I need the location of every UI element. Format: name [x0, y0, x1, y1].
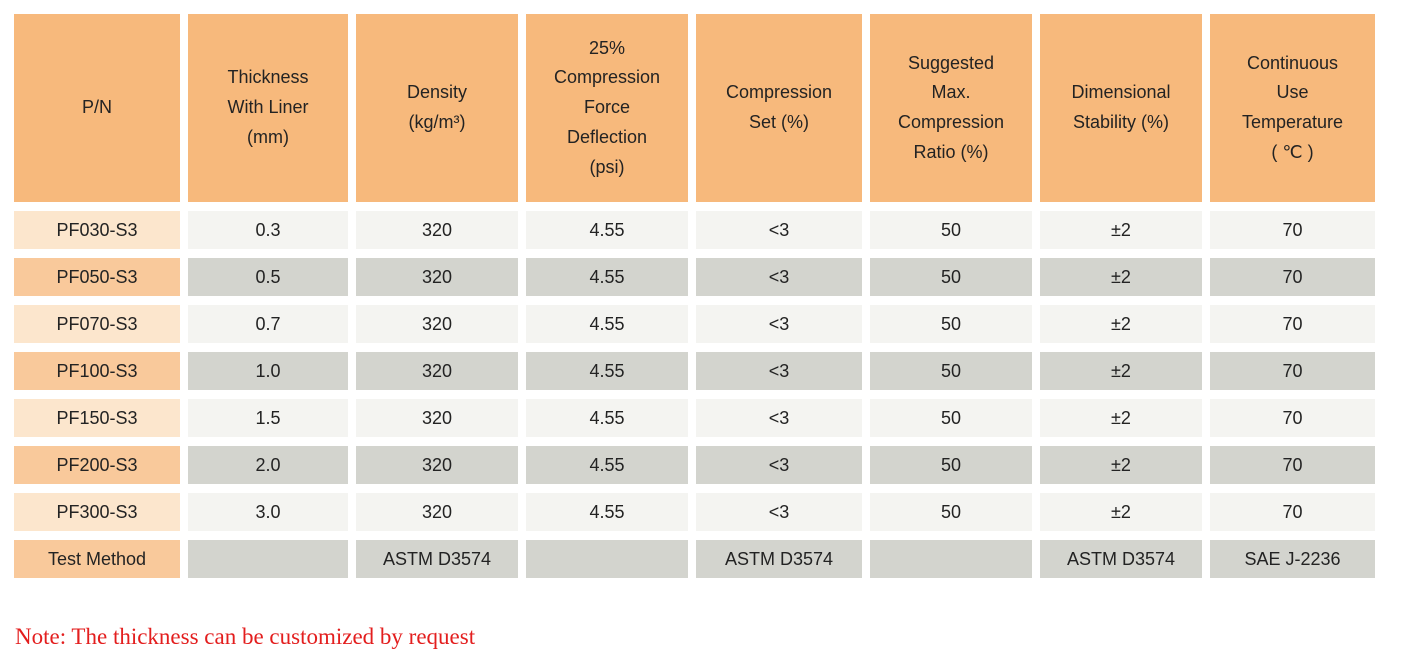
- data-cell-r4-c4: 4.55: [526, 352, 688, 390]
- data-cell-r7-c3: 320: [356, 493, 518, 531]
- data-cell-r2-c3: 320: [356, 258, 518, 296]
- column-header-8: Continuous Use Temperature ( ℃ ): [1210, 14, 1375, 202]
- column-header-4: 25% Compression Force Deflection (psi): [526, 14, 688, 202]
- data-cell-r7-c5: <3: [696, 493, 862, 531]
- column-header-2: Thickness With Liner (mm): [188, 14, 348, 202]
- data-cell-r5-c6: 50: [870, 399, 1032, 437]
- pn-cell-PF300-S3: PF300-S3: [14, 493, 180, 531]
- data-cell-r6-c8: 70: [1210, 446, 1375, 484]
- customization-note: Note: The thickness can be customized by…: [15, 624, 476, 649]
- pn-cell-PF200-S3: PF200-S3: [14, 446, 180, 484]
- data-cell-r3-c6: 50: [870, 305, 1032, 343]
- data-cell-r4-c2: 1.0: [188, 352, 348, 390]
- data-cell-r2-c4: 4.55: [526, 258, 688, 296]
- data-cell-r1-c5: <3: [696, 211, 862, 249]
- data-cell-r5-c5: <3: [696, 399, 862, 437]
- test-method-cell-c5: ASTM D3574: [696, 540, 862, 578]
- test-method-cell-c7: ASTM D3574: [1040, 540, 1202, 578]
- data-cell-r7-c6: 50: [870, 493, 1032, 531]
- column-header-5: Compression Set (%): [696, 14, 862, 202]
- data-cell-r1-c7: ±2: [1040, 211, 1202, 249]
- column-header-7: Dimensional Stability (%): [1040, 14, 1202, 202]
- data-cell-r4-c3: 320: [356, 352, 518, 390]
- data-cell-r7-c7: ±2: [1040, 493, 1202, 531]
- data-cell-r7-c2: 3.0: [188, 493, 348, 531]
- data-cell-r5-c3: 320: [356, 399, 518, 437]
- data-cell-r4-c5: <3: [696, 352, 862, 390]
- test-method-cell-c2: [188, 540, 348, 578]
- column-header-3: Density (kg/m³): [356, 14, 518, 202]
- data-cell-r6-c3: 320: [356, 446, 518, 484]
- data-cell-r2-c6: 50: [870, 258, 1032, 296]
- pn-cell-PF050-S3: PF050-S3: [14, 258, 180, 296]
- data-cell-r6-c7: ±2: [1040, 446, 1202, 484]
- column-header-1: P/N: [14, 14, 180, 202]
- data-cell-r4-c7: ±2: [1040, 352, 1202, 390]
- data-cell-r3-c8: 70: [1210, 305, 1375, 343]
- test-method-cell-c3: ASTM D3574: [356, 540, 518, 578]
- pn-cell-PF150-S3: PF150-S3: [14, 399, 180, 437]
- test-method-cell-c8: SAE J-2236: [1210, 540, 1375, 578]
- test-method-cell-c4: [526, 540, 688, 578]
- data-cell-r2-c5: <3: [696, 258, 862, 296]
- data-cell-r6-c4: 4.55: [526, 446, 688, 484]
- data-cell-r1-c4: 4.55: [526, 211, 688, 249]
- data-cell-r7-c8: 70: [1210, 493, 1375, 531]
- data-cell-r5-c8: 70: [1210, 399, 1375, 437]
- data-cell-r1-c3: 320: [356, 211, 518, 249]
- data-cell-r4-c6: 50: [870, 352, 1032, 390]
- data-cell-r3-c5: <3: [696, 305, 862, 343]
- data-cell-r3-c4: 4.55: [526, 305, 688, 343]
- data-cell-r6-c5: <3: [696, 446, 862, 484]
- pn-cell-PF070-S3: PF070-S3: [14, 305, 180, 343]
- data-cell-r3-c3: 320: [356, 305, 518, 343]
- test-method-label: Test Method: [14, 540, 180, 578]
- data-cell-r5-c7: ±2: [1040, 399, 1202, 437]
- data-cell-r3-c7: ±2: [1040, 305, 1202, 343]
- column-header-6: Suggested Max. Compression Ratio (%): [870, 14, 1032, 202]
- spec-table: P/N Thickness With Liner (mm) Density (kg/…: [14, 14, 1375, 578]
- pn-cell-PF030-S3: PF030-S3: [14, 211, 180, 249]
- data-cell-r7-c4: 4.55: [526, 493, 688, 531]
- data-cell-r5-c4: 4.55: [526, 399, 688, 437]
- data-cell-r5-c2: 1.5: [188, 399, 348, 437]
- data-cell-r2-c8: 70: [1210, 258, 1375, 296]
- data-cell-r1-c2: 0.3: [188, 211, 348, 249]
- data-cell-r6-c6: 50: [870, 446, 1032, 484]
- pn-cell-PF100-S3: PF100-S3: [14, 352, 180, 390]
- data-cell-r1-c8: 70: [1210, 211, 1375, 249]
- data-cell-r3-c2: 0.7: [188, 305, 348, 343]
- data-cell-r6-c2: 2.0: [188, 446, 348, 484]
- data-cell-r2-c7: ±2: [1040, 258, 1202, 296]
- data-cell-r4-c8: 70: [1210, 352, 1375, 390]
- data-cell-r2-c2: 0.5: [188, 258, 348, 296]
- test-method-cell-c6: [870, 540, 1032, 578]
- data-cell-r1-c6: 50: [870, 211, 1032, 249]
